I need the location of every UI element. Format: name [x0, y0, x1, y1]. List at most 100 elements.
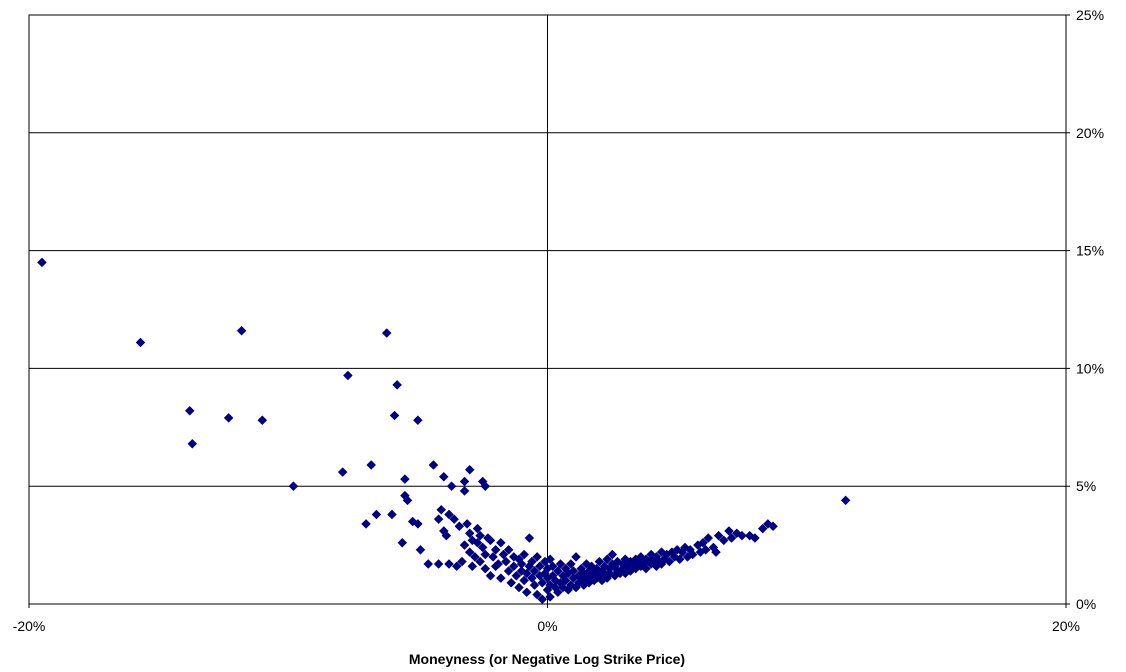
data-point	[529, 566, 540, 576]
data-point	[529, 580, 540, 591]
data-point	[223, 413, 234, 423]
data-point	[464, 464, 475, 475]
data-point	[371, 509, 382, 520]
data-point	[135, 337, 146, 348]
data-point	[698, 537, 708, 548]
data-point	[724, 526, 734, 536]
data-point	[553, 566, 563, 576]
y-tick-labels: 0% 5% 10% 15% 20% 25%	[1076, 7, 1104, 612]
gridlines	[28, 14, 1070, 608]
data-point	[532, 552, 542, 562]
data-point	[480, 549, 491, 560]
data-point	[537, 577, 548, 588]
data-point	[547, 561, 558, 572]
x-tick-label: 20%	[1052, 618, 1080, 634]
data-point	[501, 556, 511, 567]
data-point	[602, 554, 612, 565]
data-point	[485, 535, 496, 546]
data-point	[594, 556, 605, 567]
data-point	[37, 257, 47, 268]
data-point	[257, 415, 268, 426]
data-point	[519, 549, 530, 560]
x-tick-label: -20%	[13, 618, 46, 634]
data-point	[389, 410, 400, 421]
data-point	[565, 559, 576, 569]
data-point	[488, 552, 498, 562]
data-point	[480, 481, 491, 492]
y-tick-label: 20%	[1076, 125, 1104, 141]
data-point	[236, 325, 247, 336]
data-point	[423, 559, 434, 569]
x-tick-labels: -20% 0% 20%	[13, 618, 1080, 634]
data-point	[553, 587, 563, 598]
data-point	[457, 556, 467, 567]
data-point	[366, 460, 377, 470]
data-point	[381, 328, 392, 338]
data-point	[436, 504, 447, 515]
data-point	[438, 471, 449, 482]
data-point	[718, 535, 729, 546]
data-point	[472, 537, 483, 548]
data-point	[184, 405, 195, 416]
data-point	[470, 552, 480, 562]
data-point	[532, 589, 542, 600]
data-point	[537, 594, 548, 605]
data-point	[703, 533, 714, 543]
data-point	[687, 549, 698, 560]
y-tick-label: 5%	[1076, 478, 1096, 494]
data-point	[459, 476, 470, 487]
data-point	[464, 528, 475, 539]
data-point	[402, 495, 413, 506]
y-tick-label: 10%	[1076, 360, 1104, 376]
data-point	[187, 438, 198, 449]
data-point	[664, 556, 675, 567]
data-point	[519, 575, 530, 586]
data-point	[400, 474, 410, 484]
data-point	[514, 582, 524, 593]
data-point	[508, 561, 519, 572]
data-point	[459, 540, 470, 550]
data-point	[506, 577, 517, 588]
data-point	[560, 575, 571, 586]
data-point	[441, 530, 452, 541]
data-point	[397, 537, 408, 548]
data-point	[288, 481, 299, 492]
data-point	[444, 509, 454, 520]
data-point	[737, 530, 747, 541]
data-point	[467, 561, 478, 572]
x-axis-label: Moneyness (or Negative Log Strike Price)	[409, 651, 685, 667]
data-point	[413, 415, 423, 426]
data-point	[524, 533, 535, 543]
data-point	[521, 587, 532, 598]
data-point	[511, 570, 522, 581]
data-point	[568, 566, 579, 576]
data-point	[555, 559, 566, 569]
data-point	[516, 559, 527, 569]
x-tick-label: 0%	[537, 618, 557, 634]
data-point	[361, 519, 371, 529]
data-point	[472, 523, 483, 534]
data-point	[711, 547, 721, 558]
data-point	[464, 547, 475, 558]
data-point	[757, 523, 768, 534]
data-point	[840, 495, 851, 506]
data-point	[387, 509, 397, 520]
y-tick-label: 0%	[1076, 596, 1096, 612]
data-point	[545, 554, 555, 565]
data-point	[413, 519, 423, 529]
data-point	[545, 592, 555, 602]
data-point	[726, 533, 737, 543]
data-point	[446, 481, 457, 492]
data-point	[768, 521, 778, 532]
data-point	[459, 486, 470, 496]
y-tick-label: 15%	[1076, 243, 1104, 259]
data-point	[607, 549, 618, 560]
data-point	[527, 573, 537, 583]
data-point	[503, 544, 514, 555]
data-point	[337, 467, 348, 477]
data-point	[521, 568, 532, 579]
data-point	[480, 563, 491, 574]
data-point	[444, 559, 454, 569]
data-point	[641, 563, 651, 574]
